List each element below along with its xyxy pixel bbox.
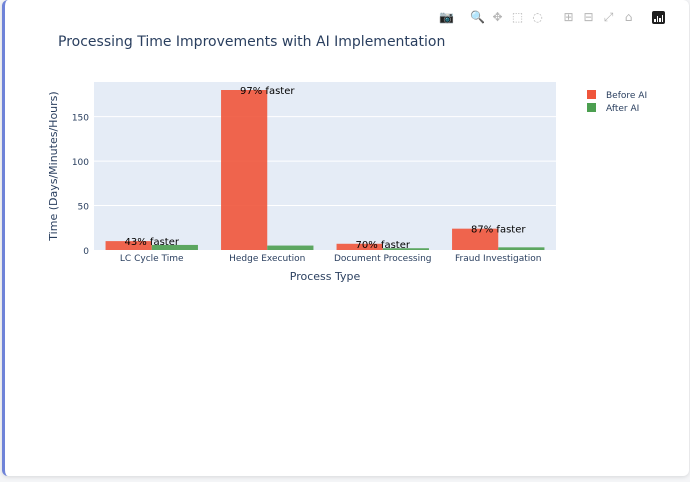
improvement-annotation: 87% faster [471, 225, 526, 236]
box-select-icon[interactable]: ⬚ [511, 10, 524, 24]
legend-label: Before AI [606, 91, 647, 101]
legend-label: After AI [606, 104, 639, 114]
chart-title: Processing Time Improvements with AI Imp… [58, 34, 445, 50]
x-axis-label: Process Type [290, 270, 361, 283]
y-tick-label: 150 [72, 114, 89, 124]
bar-before-ai [336, 243, 383, 250]
bar-before-ai [105, 241, 152, 250]
improvement-annotation: 70% faster [356, 240, 411, 251]
chart-toolbar: 📷 🔍 ✥ ⬚ ◌ ⊞ ⊟ ⤢ ⌂ [439, 9, 665, 25]
bar-after-ai [382, 248, 429, 250]
y-axis-label: Time (Days/Minutes/Hours) [47, 91, 60, 241]
bar-after-ai [151, 244, 198, 250]
annotations: 43% faster 97% faster 70% faster 87% faster [125, 86, 527, 251]
gridlines [94, 116, 556, 207]
pan-icon[interactable]: ✥ [492, 10, 503, 24]
x-tick-label: LC Cycle Time [120, 254, 184, 264]
zoom-icon[interactable]: 🔍 [470, 10, 485, 24]
x-tick-label: Hedge Execution [229, 254, 305, 264]
x-tick-label: Document Processing [334, 254, 432, 264]
bar-chart: Processing Time Improvements with AI Imp… [47, 34, 647, 283]
legend[interactable]: Before AI After AI [587, 90, 647, 114]
plotly-logo-icon[interactable] [652, 10, 665, 24]
bar-before-ai [452, 228, 499, 250]
bar-after-ai [267, 245, 314, 250]
improvement-annotation: 97% faster [240, 86, 295, 97]
autoscale-icon[interactable]: ⤢ [603, 10, 614, 24]
reset-axes-icon[interactable]: ⌂ [624, 10, 633, 24]
bars [105, 90, 545, 250]
zoom-out-icon[interactable]: ⊟ [583, 10, 594, 24]
legend-swatch [587, 90, 596, 99]
y-tick-labels: 0 50 100 150 [72, 114, 89, 257]
plot-area [94, 82, 556, 250]
x-tick-labels: LC Cycle Time Hedge Execution Document Pro… [120, 254, 542, 264]
bar-before-ai [221, 90, 268, 250]
y-tick-label: 100 [72, 158, 89, 168]
y-tick-label: 0 [83, 247, 89, 257]
x-tick-label: Fraud Investigation [455, 254, 541, 264]
zoom-in-icon[interactable]: ⊞ [563, 10, 574, 24]
camera-icon[interactable]: 📷 [439, 10, 454, 24]
legend-swatch [587, 103, 596, 112]
bar-after-ai [498, 247, 545, 250]
y-tick-label: 50 [78, 203, 90, 213]
improvement-annotation: 43% faster [125, 237, 180, 248]
lasso-select-icon[interactable]: ◌ [532, 10, 543, 24]
